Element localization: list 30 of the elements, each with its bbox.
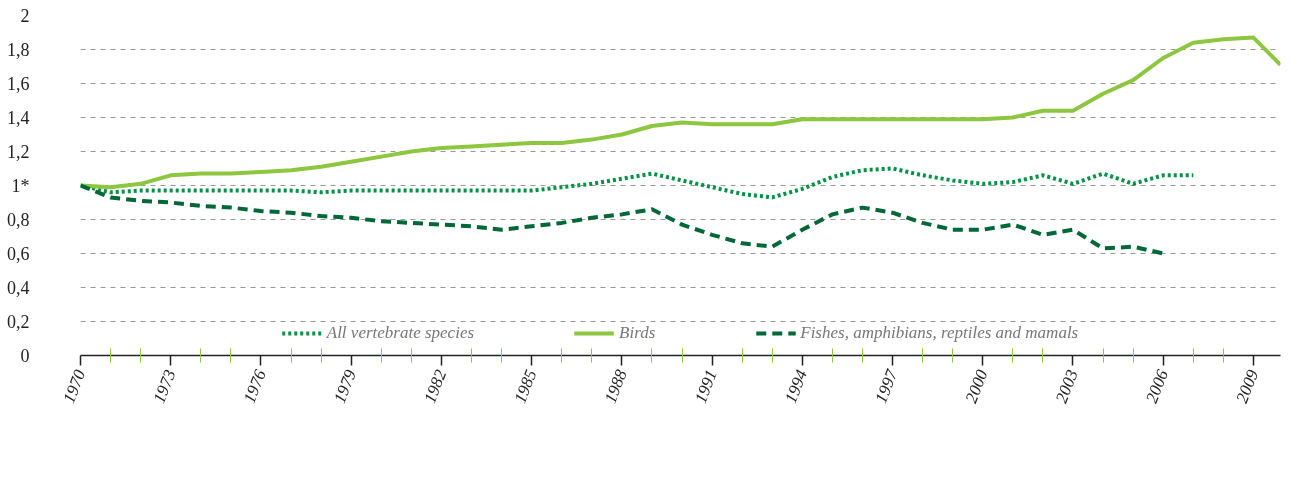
x-tick-label: 1976 [239,366,270,406]
y-tick-label: 0,2 [7,311,30,332]
legend-label: All vertebrate species [326,323,475,343]
x-tick-label: 1979 [330,366,361,406]
y-tick-label: 1,4 [7,107,30,128]
y-tick-label: 0,8 [7,209,30,230]
legend-label: Fishes, amphibians, reptiles and mamals [800,323,1079,343]
legend-label: Birds [619,323,656,343]
y-tick-label: 0 [20,345,30,366]
y-tick-label: 1,6 [7,73,30,94]
x-tick-label: 1985 [510,367,541,406]
x-tick-label: 1982 [420,366,451,406]
x-tick-label: 1991 [690,367,721,406]
x-tick-label: 1994 [781,366,812,406]
y-tick-label: 2 [20,5,30,26]
x-tick-label: 2009 [1232,366,1263,406]
x-tick-label: 1973 [149,367,180,406]
y-tick-label: 0,4 [7,277,30,298]
y-tick-label: 1* [11,175,30,196]
x-tick-label: 1988 [600,366,631,406]
line-series [80,35,1281,190]
y-tick-label: 0,6 [7,243,30,264]
x-tick-label: 2000 [961,366,992,406]
x-tick-label: 1970 [59,366,90,406]
y-tick-label: 1,2 [7,141,30,162]
x-tick-label: 2006 [1142,366,1173,406]
x-tick-label: 2003 [1051,367,1082,406]
line-series [80,183,1166,256]
y-tick-label: 1,8 [7,39,30,60]
x-tick-label: 1997 [871,365,902,406]
